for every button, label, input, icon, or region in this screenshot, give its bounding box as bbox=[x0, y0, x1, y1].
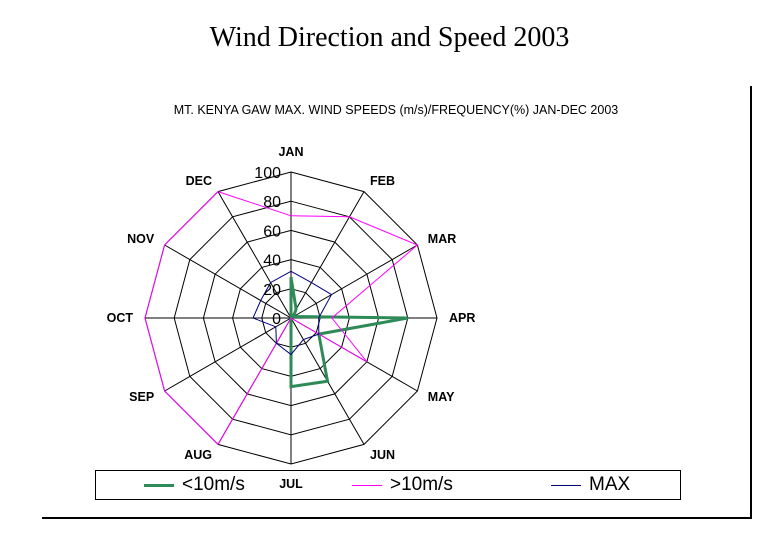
chart-frame-bottom-border bbox=[42, 517, 752, 519]
legend-swatch-max bbox=[551, 484, 581, 486]
tick-label-20: 20 bbox=[263, 282, 281, 299]
category-label-aug: AUG bbox=[184, 448, 212, 462]
radial-tick-labels: 0 20 40 60 80 100 bbox=[254, 165, 281, 328]
legend-label-lt10: <10m/s bbox=[182, 474, 245, 495]
legend-item-lt10: <10m/s bbox=[144, 471, 245, 499]
series-line-lt10 bbox=[289, 276, 409, 389]
category-label-apr: APR bbox=[449, 311, 475, 325]
category-label-jan: JAN bbox=[278, 145, 303, 159]
legend-item-gt10: >10m/s bbox=[352, 471, 453, 499]
category-label-dec: DEC bbox=[186, 174, 212, 188]
spoke-feb bbox=[290, 191, 365, 319]
category-labels: JAN FEB MAR APR MAY JUN JUL AUG SEP OCT NOV DEC bbox=[107, 145, 476, 491]
category-label-jun: JUN bbox=[370, 448, 395, 462]
series-line-max bbox=[252, 270, 333, 356]
series-line-gt10 bbox=[144, 191, 419, 446]
category-label-jul: JUL bbox=[279, 477, 303, 491]
tick-label-60: 60 bbox=[263, 223, 281, 240]
spoke-nov bbox=[164, 244, 292, 319]
chart-subtitle: MT. KENYA GAW MAX. WIND SPEEDS (m/s)/FRE… bbox=[174, 103, 619, 117]
legend: <10m/s >10m/s MAX bbox=[95, 470, 681, 500]
legend-swatch-lt10 bbox=[144, 483, 174, 487]
series-layer bbox=[144, 191, 419, 446]
tick-label-0: 0 bbox=[272, 311, 281, 328]
page-title: Wind Direction and Speed 2003 bbox=[209, 22, 570, 53]
spoke-dec bbox=[217, 191, 292, 319]
category-label-nov: NOV bbox=[127, 232, 155, 246]
legend-item-max: MAX bbox=[551, 471, 630, 499]
tick-label-40: 40 bbox=[263, 253, 281, 270]
legend-label-max: MAX bbox=[589, 474, 631, 495]
category-label-feb: FEB bbox=[370, 174, 395, 188]
spoke-sep bbox=[164, 317, 292, 392]
chart-frame-right-border bbox=[750, 86, 752, 518]
category-label-may: MAY bbox=[428, 390, 455, 404]
legend-label-gt10: >10m/s bbox=[390, 474, 453, 495]
category-label-mar: MAR bbox=[428, 232, 456, 246]
category-label-sep: SEP bbox=[129, 390, 154, 404]
tick-label-80: 80 bbox=[263, 194, 281, 211]
category-label-oct: OCT bbox=[107, 311, 134, 325]
spoke-mar bbox=[290, 244, 418, 319]
tick-label-100: 100 bbox=[254, 165, 281, 182]
legend-swatch-gt10 bbox=[352, 484, 382, 486]
